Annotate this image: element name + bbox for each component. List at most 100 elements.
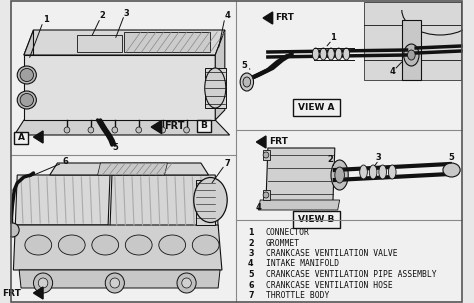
Text: 6: 6 [62,157,68,165]
Polygon shape [76,35,122,52]
Polygon shape [256,136,266,148]
FancyBboxPatch shape [14,132,28,144]
Polygon shape [364,2,461,80]
Circle shape [64,127,70,133]
Circle shape [110,278,119,288]
Text: 4: 4 [225,12,231,21]
Circle shape [184,127,190,133]
FancyBboxPatch shape [197,119,211,132]
Polygon shape [98,163,167,175]
Bar [237,220,463,303]
Polygon shape [124,32,210,52]
Ellipse shape [388,165,396,179]
Polygon shape [24,30,34,55]
Ellipse shape [408,50,415,60]
Ellipse shape [125,235,152,255]
Circle shape [263,192,269,198]
Text: 1: 1 [248,228,254,237]
Circle shape [263,152,269,158]
Text: A: A [18,133,25,142]
Text: CRANKCASE VENTILATION VALVE: CRANKCASE VENTILATION VALVE [266,249,398,258]
Text: 5: 5 [448,154,455,162]
Text: VIEW A: VIEW A [299,102,335,112]
Text: 3: 3 [248,249,254,258]
Text: 1: 1 [330,34,336,42]
Text: 4: 4 [248,259,254,268]
Text: 2: 2 [248,238,254,248]
Text: 2: 2 [327,155,333,165]
Polygon shape [258,200,339,210]
Bar [205,68,226,108]
Text: CRANKCASE VENTILATION PIPE ASSEMBLY: CRANKCASE VENTILATION PIPE ASSEMBLY [266,270,437,279]
Circle shape [88,127,94,133]
FancyBboxPatch shape [293,211,340,228]
Circle shape [182,278,191,288]
Text: 1: 1 [43,15,49,25]
Ellipse shape [328,48,334,60]
Text: 5: 5 [241,61,247,69]
Ellipse shape [369,165,377,179]
Ellipse shape [20,68,34,82]
Ellipse shape [379,165,386,179]
Polygon shape [215,30,225,120]
Text: B: B [201,121,207,130]
Ellipse shape [335,48,342,60]
Text: 4: 4 [389,68,395,76]
Bar [237,0,463,130]
Polygon shape [266,148,335,202]
Ellipse shape [343,48,350,60]
Ellipse shape [159,235,186,255]
Circle shape [177,273,196,293]
Ellipse shape [404,44,419,66]
Text: FRT: FRT [2,288,21,298]
Bar [196,180,215,225]
Text: 5: 5 [248,270,254,279]
Bar [9,155,237,303]
Text: INTAKE MANIFOLD: INTAKE MANIFOLD [266,259,339,268]
Text: 7: 7 [248,291,254,300]
Ellipse shape [194,178,227,222]
Text: 7: 7 [225,158,230,168]
Polygon shape [19,270,220,288]
FancyBboxPatch shape [293,98,340,115]
Polygon shape [50,163,209,175]
Polygon shape [34,287,43,299]
Polygon shape [14,120,229,135]
Text: 2: 2 [100,12,105,21]
Ellipse shape [443,163,460,177]
Circle shape [34,273,53,293]
Polygon shape [15,175,110,225]
Polygon shape [402,20,421,80]
Polygon shape [24,55,215,120]
Text: FRT: FRT [164,121,185,131]
Text: 4: 4 [255,204,261,212]
Ellipse shape [58,235,85,255]
Ellipse shape [17,91,36,109]
Ellipse shape [25,235,52,255]
Text: CRANKCASE VENTILATION HOSE: CRANKCASE VENTILATION HOSE [266,281,392,289]
Ellipse shape [20,94,34,106]
Polygon shape [263,190,270,200]
Text: THROTTLE BODY: THROTTLE BODY [266,291,329,300]
Circle shape [136,127,142,133]
Ellipse shape [243,77,251,87]
Text: 5: 5 [112,144,118,152]
Text: 3: 3 [375,154,381,162]
Ellipse shape [335,167,345,183]
Polygon shape [24,30,225,55]
Circle shape [160,127,165,133]
Polygon shape [263,12,273,24]
Polygon shape [13,225,222,270]
Circle shape [38,278,48,288]
Circle shape [105,273,124,293]
Bar [9,0,237,155]
Text: 3: 3 [123,8,129,18]
Polygon shape [151,120,162,134]
Circle shape [112,127,118,133]
Text: GROMMET: GROMMET [266,238,300,248]
Ellipse shape [331,160,348,190]
Ellipse shape [320,48,327,60]
Text: 6: 6 [248,281,254,289]
Polygon shape [110,175,218,227]
Text: CONNECTOR: CONNECTOR [266,228,310,237]
